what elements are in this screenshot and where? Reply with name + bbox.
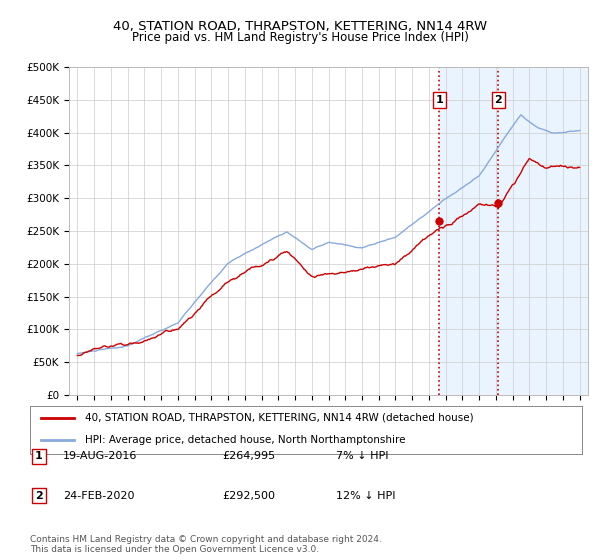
Bar xyxy=(439,67,588,395)
Text: 2: 2 xyxy=(494,95,502,105)
Text: 7% ↓ HPI: 7% ↓ HPI xyxy=(336,451,389,461)
Text: 40, STATION ROAD, THRAPSTON, KETTERING, NN14 4RW: 40, STATION ROAD, THRAPSTON, KETTERING, … xyxy=(113,20,487,32)
Text: 1: 1 xyxy=(436,95,443,105)
Text: £292,500: £292,500 xyxy=(222,491,275,501)
Text: £264,995: £264,995 xyxy=(222,451,275,461)
Text: 24-FEB-2020: 24-FEB-2020 xyxy=(63,491,134,501)
Text: Price paid vs. HM Land Registry's House Price Index (HPI): Price paid vs. HM Land Registry's House … xyxy=(131,31,469,44)
Text: HPI: Average price, detached house, North Northamptonshire: HPI: Average price, detached house, Nort… xyxy=(85,435,406,445)
Text: Contains HM Land Registry data © Crown copyright and database right 2024.
This d: Contains HM Land Registry data © Crown c… xyxy=(30,535,382,554)
Text: 1: 1 xyxy=(35,451,43,461)
Text: 12% ↓ HPI: 12% ↓ HPI xyxy=(336,491,395,501)
Text: 40, STATION ROAD, THRAPSTON, KETTERING, NN14 4RW (detached house): 40, STATION ROAD, THRAPSTON, KETTERING, … xyxy=(85,413,474,423)
Text: 19-AUG-2016: 19-AUG-2016 xyxy=(63,451,137,461)
Text: 2: 2 xyxy=(35,491,43,501)
